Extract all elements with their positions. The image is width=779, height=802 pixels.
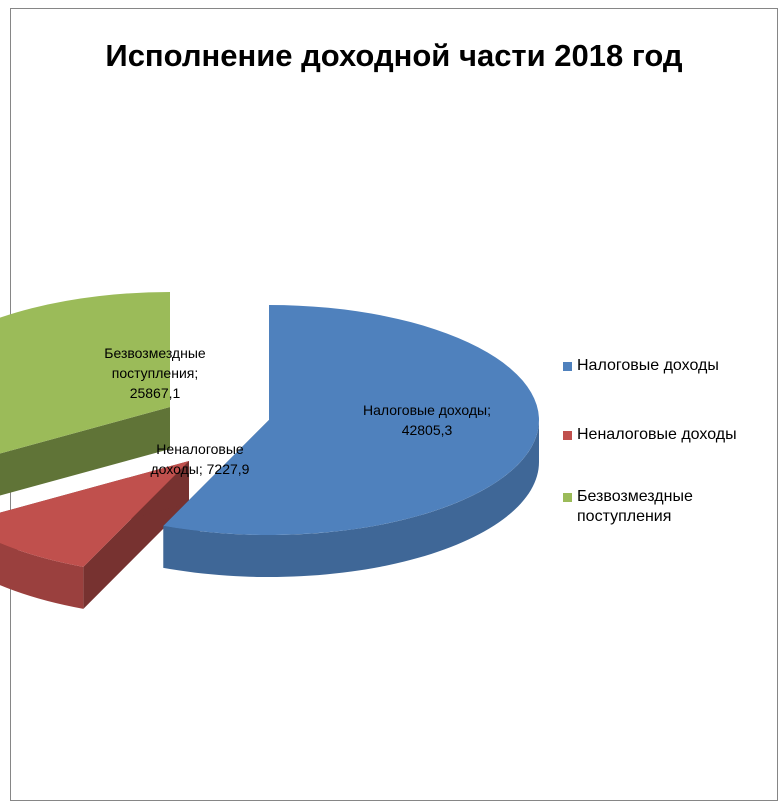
data-label-nenalogovye: Неналоговые доходы; 7227,9 bbox=[151, 441, 250, 477]
legend-swatch-nenalogovye bbox=[563, 431, 572, 440]
data-label-bezvozmezdnye: Безвозмездные поступления; 25867,1 bbox=[104, 345, 206, 401]
legend-label-nalogovye: Налоговые доходы bbox=[577, 357, 719, 374]
legend-swatch-nalogovye bbox=[563, 362, 572, 371]
slice-top-nalogovye bbox=[163, 305, 540, 535]
data-label-nalogovye: Налоговые доходы; 42805,3 bbox=[363, 402, 491, 438]
slice-side-bezvozmezdnye-0 bbox=[0, 407, 170, 496]
legend-label-nenalogovye: Неналоговые доходы bbox=[577, 426, 737, 443]
slice-rim-nalogovye bbox=[163, 420, 540, 577]
chart-title: Исполнение доходной части 2018 год bbox=[105, 38, 683, 73]
slice-rim-nenalogovye bbox=[0, 543, 84, 609]
slice-bezvozmezdnye bbox=[0, 292, 170, 496]
legend-swatch-bezvozmezdnye bbox=[563, 493, 572, 502]
slice-top-bezvozmezdnye bbox=[0, 292, 170, 454]
slice-nalogovye bbox=[163, 305, 540, 577]
slice-nenalogovye bbox=[0, 461, 189, 609]
slice-top-nenalogovye bbox=[0, 461, 189, 567]
legend-label-bezvozmezdnye: Безвозмездные поступления bbox=[577, 488, 693, 525]
